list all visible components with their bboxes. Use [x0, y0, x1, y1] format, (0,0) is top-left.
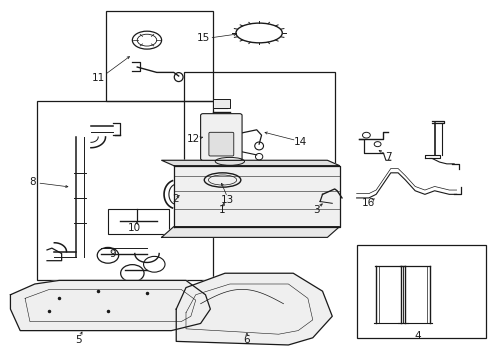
Text: 11: 11 — [91, 73, 104, 83]
Polygon shape — [173, 166, 339, 226]
Bar — [37, 101, 212, 280]
Text: 2: 2 — [172, 194, 178, 204]
Polygon shape — [161, 226, 339, 237]
Text: 4: 4 — [413, 331, 420, 341]
Text: 1: 1 — [219, 206, 225, 216]
Text: 13: 13 — [221, 195, 234, 205]
Text: 5: 5 — [75, 334, 82, 345]
Polygon shape — [161, 160, 339, 166]
Polygon shape — [176, 273, 331, 345]
Text: 8: 8 — [29, 177, 36, 187]
Bar — [356, 244, 485, 338]
Text: 12: 12 — [186, 134, 200, 144]
Text: 15: 15 — [196, 33, 209, 43]
Text: 9: 9 — [109, 248, 116, 258]
Bar — [212, 99, 229, 108]
Text: 3: 3 — [313, 206, 319, 216]
Polygon shape — [10, 280, 210, 330]
Text: 16: 16 — [362, 198, 375, 208]
FancyBboxPatch shape — [200, 114, 242, 160]
Text: 14: 14 — [293, 138, 306, 147]
FancyBboxPatch shape — [208, 132, 233, 156]
Bar — [183, 72, 334, 209]
Bar — [105, 12, 212, 101]
Text: 10: 10 — [128, 224, 141, 233]
Bar — [108, 209, 168, 234]
Text: 6: 6 — [243, 334, 250, 345]
Text: 7: 7 — [384, 152, 391, 162]
